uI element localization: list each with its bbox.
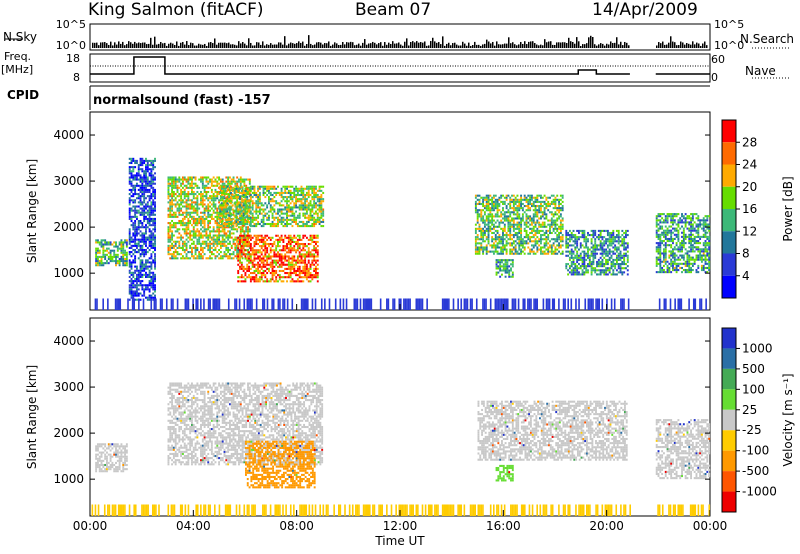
nave-tick-top: 60 [711,53,725,66]
velocity-colorbar-tick-label-6: -500 [742,464,769,478]
velocity-region-4 [477,400,628,461]
freq-tick-bottom: 8 [73,71,80,84]
xtick-label-6: 00:00 [693,519,728,533]
power-region-4 [237,234,319,283]
velocity-colorbar-swatch-8 [722,491,736,512]
velocity-colorbar-swatch-7 [722,471,736,492]
ytick-label-3000: 3000 [53,174,84,188]
power-colorbar-swatch-6 [722,253,736,276]
power-panel [89,111,711,311]
velocity-colorbar-tick-label-1: 500 [742,362,765,376]
xtick-label-3: 12:00 [383,519,418,533]
noise-tick-right-bottom: 10^0 [714,39,744,52]
nsky-label: N.Sky [3,30,38,44]
velocity-colorbar-swatch-4 [722,409,736,431]
xtick-label-0: 00:00 [73,519,108,533]
freq-unit-label: [MHz] [1,63,34,76]
noise-trace [92,35,708,48]
velocity-colorbar-tick-label-7: -1000 [742,485,777,499]
velocity-panel [89,317,711,517]
velocity-colorbar-swatch-5 [722,430,736,451]
noise-tick-left-top: 10^5 [56,18,86,31]
velocity-colorbar-swatch-3 [722,389,736,410]
velocity-region-2 [245,440,316,489]
velocity-colorbar-swatch-0 [722,328,736,349]
ytick-label-2000: 2000 [53,220,84,234]
power-colorbar-tick-label-6: 4 [742,269,750,283]
power-region-3 [219,185,325,228]
power-colorbar-swatch-5 [722,231,736,254]
velocity-colorbar-tick-label-2: 100 [742,382,765,396]
velocity-colorbar-tick-label-4: -25 [742,423,762,437]
velocity-region-0 [95,443,128,473]
power-region-1 [128,157,156,301]
freq-panel-frame [89,53,711,83]
velocity-cells [91,382,711,516]
xtick-label-5: 20:00 [589,519,624,533]
power-colorbar-tick-label-1: 24 [742,158,757,172]
power-region-0 [95,239,128,267]
velocity-colorbar-swatch-2 [722,368,736,390]
cpid-label: CPID [7,88,40,102]
station-title: King Salmon (fitACF) [88,0,264,20]
ytick-label-1000: 1000 [53,266,84,280]
xtick-label-2: 08:00 [279,519,314,533]
nave-tick-bottom: 0 [711,71,718,84]
power-region-5 [474,194,564,255]
xtick-label-1: 04:00 [176,519,211,533]
xaxis-label: Time UT [374,534,425,548]
frequency-trace [90,56,710,75]
velocity-colorbar-tick-label-5: -100 [742,444,769,458]
cpid-value: normalsound (fast) -157 [93,93,271,108]
velocity-colorbar-swatch-6 [722,450,736,472]
ytick-label-4000: 4000 [53,128,84,142]
power-region-7 [565,229,629,276]
ytick-label-1000: 1000 [53,472,84,486]
velocity-colorbar-tick-label-3: 25 [742,403,757,417]
power-colorbar-tick-label-3: 16 [742,202,757,216]
velocity-ylabel: Slant Range [km] [25,365,39,469]
power-region-8 [655,213,711,274]
velocity-colorbar-swatch-1 [722,348,736,369]
nsearch-label: N.Search [740,32,795,46]
velocity-colorbar-tick-label-0: 1000 [742,341,773,355]
ytick-label-4000: 4000 [53,334,84,348]
power-colorbar-tick-label-4: 12 [742,224,757,238]
freq-tick-top: 18 [66,52,80,65]
power-colorbar-tick-label-2: 20 [742,180,757,194]
noise-panel-frame [89,23,711,51]
power-colorbar-swatch-7 [722,275,736,298]
velocity-colorbar-frame [721,327,737,513]
power-colorbar-swatch-0 [722,120,736,143]
noise-tick-right-top: 10^5 [714,18,744,31]
beam-title: Beam 07 [355,0,432,20]
velocity-region-5 [655,419,711,480]
power-colorbar-tick-label-5: 8 [742,247,750,261]
freq-label: Freq. [4,50,32,63]
noise-tick-left-bottom: 10^0 [56,39,86,52]
power-colorbar-label: Power [dB] [781,176,795,241]
power-cells [94,157,711,310]
date-title: 14/Apr/2009 [592,0,698,20]
power-region-6 [495,259,514,278]
power-colorbar-swatch-4 [722,209,736,232]
power-colorbar-swatch-2 [722,164,736,187]
power-colorbar-swatch-3 [722,186,736,209]
velocity-region-3 [495,464,514,482]
xtick-label-4: 16:00 [486,519,521,533]
velocity-colorbar-label: Velocity [m s⁻¹] [781,373,795,466]
power-colorbar-swatch-1 [722,142,736,165]
ytick-label-2000: 2000 [53,426,84,440]
power-panel-frame [89,111,711,311]
power-ylabel: Slant Range [km] [25,159,39,263]
ytick-label-3000: 3000 [53,380,84,394]
power-colorbar-tick-label-0: 28 [742,135,757,149]
nave-label: Nave [745,64,776,78]
